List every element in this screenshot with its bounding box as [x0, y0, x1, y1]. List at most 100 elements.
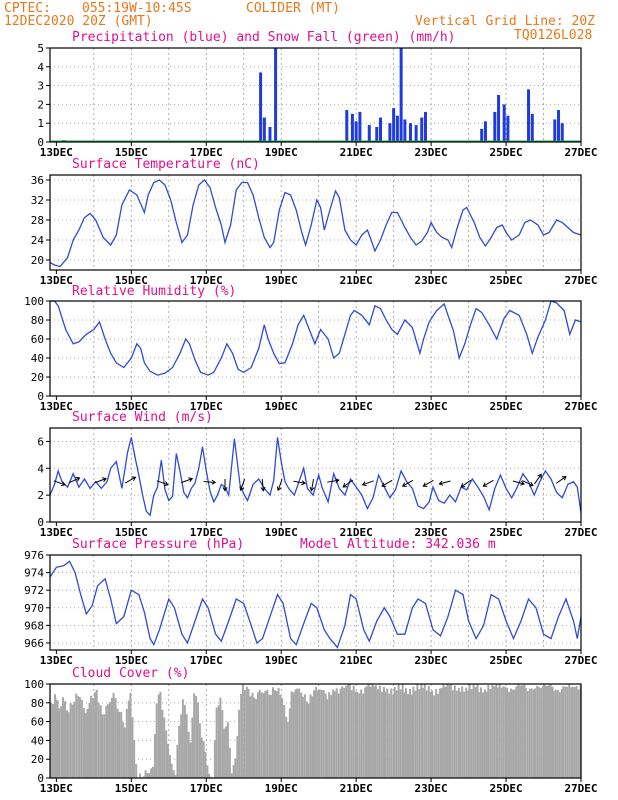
wind-direction-arrow	[438, 480, 451, 486]
cloud-bar	[204, 751, 207, 778]
cloud-bar	[542, 685, 545, 778]
cloud-bar	[543, 684, 546, 778]
cloud-bar	[528, 688, 531, 778]
precip-bar	[395, 115, 399, 142]
cloud-bar	[339, 688, 342, 778]
humidity-xtick-label: 27DEC	[564, 400, 597, 413]
precip-bar	[497, 95, 501, 142]
pressure-panel: Surface Pressure (hPa) Model Altitude: 34…	[24, 537, 597, 667]
pressure-title: Surface Pressure (hPa)	[72, 537, 244, 552]
cloud-bar	[236, 736, 239, 778]
precip-bar	[506, 115, 510, 142]
pressure-ytick-label: 974	[24, 567, 44, 580]
cloud-bar	[191, 717, 194, 778]
wind-direction-arrow	[361, 480, 374, 487]
cloud-bar	[221, 710, 224, 778]
cloud-bar	[514, 689, 517, 778]
cloud-bar	[427, 685, 430, 778]
humidity-xtick-label: 19DEC	[265, 400, 298, 413]
cloud-bar	[568, 684, 571, 778]
cloud-bar	[228, 747, 231, 778]
humidity-ytick-label: 20	[31, 371, 44, 384]
cloud-bar	[365, 686, 368, 778]
wind-direction-arrow	[222, 479, 228, 492]
cloud-bar	[238, 709, 241, 778]
cloud-bar	[153, 734, 156, 778]
wind-direction-arrow	[460, 479, 472, 488]
cloud-bar	[347, 684, 350, 778]
cloud-bar	[376, 689, 379, 778]
precip-bar	[527, 89, 531, 142]
cloud-bar	[395, 690, 398, 778]
arrow-head	[260, 486, 266, 492]
arrow-shaft	[439, 480, 451, 485]
cloud-bar	[159, 691, 162, 778]
cloud-bar	[97, 703, 100, 778]
cloud-bar	[444, 686, 447, 778]
cloud-bar	[99, 705, 102, 778]
cloud-bar	[575, 685, 578, 778]
arrow-shaft	[124, 476, 136, 484]
cloud-bar	[183, 705, 186, 778]
cloud-bar	[506, 687, 509, 778]
precip-bar	[403, 119, 407, 142]
precip-xtick-label: 27DEC	[564, 146, 597, 159]
cloud-bar	[378, 685, 381, 778]
temperature-ytick-label: 24	[31, 234, 45, 247]
cloud-bar	[384, 691, 387, 778]
arrow-shaft	[203, 480, 216, 483]
pressure-ytick-label: 970	[24, 602, 44, 615]
cloud-bar	[455, 690, 458, 778]
cloud-bar	[271, 687, 274, 778]
cloud-bar	[352, 685, 355, 778]
cloud-bar	[165, 730, 168, 778]
cloud-bar	[386, 688, 389, 778]
wind-xtick-label: 13DEC	[40, 526, 73, 539]
cloud-bar	[249, 696, 252, 778]
cloud-bar	[303, 694, 306, 778]
cloud-bar	[481, 692, 484, 778]
cloud-bar	[442, 684, 445, 778]
cloud-bar	[485, 691, 488, 778]
cloud-bar	[362, 693, 365, 778]
cloud-bar	[517, 684, 520, 778]
temperature-title: Surface Temperature (nC)	[72, 157, 260, 172]
cloud-bar	[311, 696, 314, 778]
pressure-xtick-label: 27DEC	[564, 654, 597, 667]
cloud-bar	[50, 702, 52, 778]
cloud-bar	[247, 688, 250, 778]
cloud-bar	[403, 692, 406, 778]
cloud-bar	[547, 685, 550, 778]
cloud-bar	[202, 741, 205, 778]
cloud-bar	[61, 697, 64, 778]
wind-direction-arrow	[522, 480, 534, 487]
cloud-bar	[364, 687, 367, 778]
cloud-bar	[230, 773, 233, 778]
cloud-bar	[138, 773, 141, 778]
cloud-bar	[269, 694, 272, 778]
temperature-panel: Surface Temperature (nC) 20 24 28 32 36 13DEC 1…	[31, 157, 598, 287]
wind-direction-arrow	[327, 478, 340, 484]
cloud-frame	[49, 683, 582, 779]
humidity-ytick-label: 100	[24, 295, 44, 308]
arrow-shaft	[460, 479, 472, 488]
precip-xtick-label: 23DEC	[415, 146, 448, 159]
header-station: COLIDER (MT)	[246, 1, 340, 16]
precip-ytick-label: 3	[37, 80, 44, 93]
wind-ytick-label: 0	[37, 516, 44, 529]
cloud-bar	[358, 693, 361, 778]
cloud-bar	[317, 690, 320, 778]
cloud-bar	[429, 691, 432, 778]
pressure-xtick-label: 25DEC	[489, 654, 522, 667]
cloud-bar	[467, 690, 470, 778]
cloud-xtick-label: 19DEC	[265, 782, 298, 795]
arrow-head	[422, 482, 428, 487]
cloud-bar	[223, 728, 226, 778]
cloud-bar	[144, 770, 147, 778]
cloud-bar	[217, 705, 220, 778]
humidity-panel: Relative Humidity (%) 0 20 40 60 80 100 13DEC 15…	[24, 284, 597, 413]
arrow-shaft	[94, 478, 107, 484]
cloud-bar	[374, 685, 377, 778]
precip-xtick-label: 21DEC	[340, 146, 373, 159]
cloud-bar	[371, 684, 374, 778]
